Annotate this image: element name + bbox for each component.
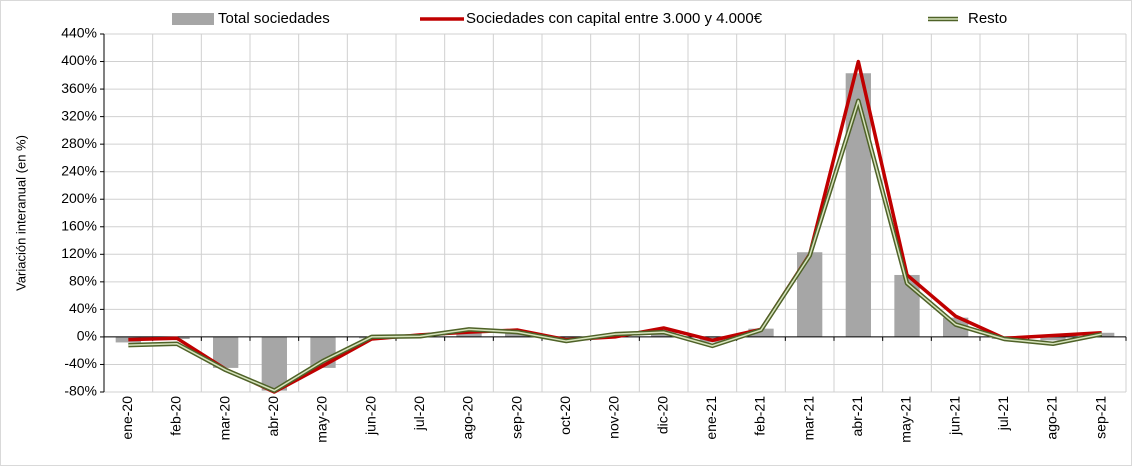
y-tick-label: 40% bbox=[69, 300, 97, 316]
legend-swatch bbox=[172, 13, 214, 25]
x-tick-label: nov-20 bbox=[606, 396, 622, 439]
y-tick-label: -80% bbox=[64, 383, 97, 399]
x-tick-label: mar-21 bbox=[800, 396, 816, 441]
x-tick-label: ene-21 bbox=[703, 396, 719, 440]
legend-label: Resto bbox=[968, 10, 1007, 27]
x-tick-label: jun-20 bbox=[362, 396, 378, 436]
x-tick-label: oct-20 bbox=[557, 396, 573, 435]
line-series-inner bbox=[128, 100, 1102, 392]
y-tick-label: 360% bbox=[61, 80, 97, 96]
x-tick-label: sep-20 bbox=[508, 396, 524, 439]
x-tick-label: jun-21 bbox=[946, 396, 962, 436]
bar bbox=[456, 331, 482, 337]
x-tick-label: dic-20 bbox=[654, 396, 670, 434]
y-axis-label: Variación interanual (en %) bbox=[13, 135, 28, 291]
y-tick-label: 240% bbox=[61, 162, 97, 178]
x-tick-label: abr-21 bbox=[849, 396, 865, 437]
x-tick-label: may-20 bbox=[314, 396, 330, 443]
bar bbox=[1040, 336, 1066, 341]
y-tick-label: 320% bbox=[61, 107, 97, 123]
x-tick-label: ene-20 bbox=[119, 396, 135, 440]
bar bbox=[261, 336, 287, 391]
legend-label: Total sociedades bbox=[218, 10, 330, 27]
x-tick-label: jul-20 bbox=[411, 396, 427, 431]
y-tick-label: 80% bbox=[69, 273, 97, 289]
legend-label: Sociedades con capital entre 3.000 y 4.0… bbox=[466, 10, 763, 27]
x-tick-label: jul-21 bbox=[995, 396, 1011, 431]
y-tick-label: 400% bbox=[61, 52, 97, 68]
y-tick-label: 280% bbox=[61, 135, 97, 151]
y-tick-label: -40% bbox=[64, 355, 97, 371]
x-tick-label: feb-21 bbox=[752, 396, 768, 436]
x-tick-label: ago-20 bbox=[460, 396, 476, 440]
x-tick-label: feb-20 bbox=[168, 396, 184, 436]
x-tick-label: may-21 bbox=[898, 396, 914, 443]
y-tick-label: 120% bbox=[61, 245, 97, 261]
y-tick-label: 0% bbox=[77, 328, 97, 344]
y-tick-label: 200% bbox=[61, 190, 97, 206]
bar bbox=[845, 73, 871, 337]
y-tick-label: 160% bbox=[61, 217, 97, 233]
x-tick-label: ago-21 bbox=[1044, 396, 1060, 440]
bar bbox=[748, 328, 774, 337]
y-tick-label: 440% bbox=[61, 25, 97, 41]
bar bbox=[943, 317, 969, 337]
x-tick-label: abr-20 bbox=[265, 396, 281, 437]
x-tick-label: mar-20 bbox=[216, 396, 232, 441]
x-tick-label: sep-21 bbox=[1092, 396, 1108, 439]
